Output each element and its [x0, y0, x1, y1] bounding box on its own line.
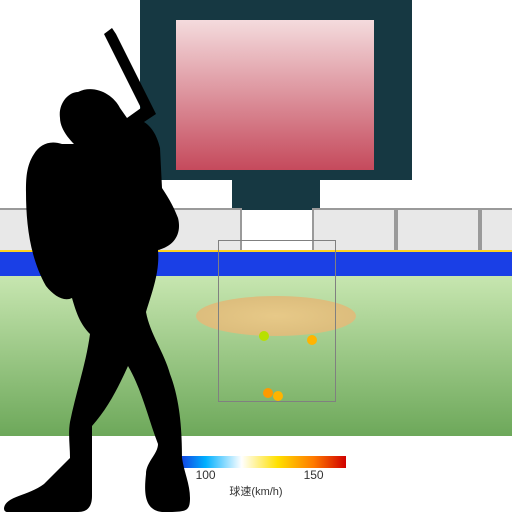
stand-section: [396, 208, 480, 254]
chalk-line: [378, 436, 384, 512]
batter-silhouette: [0, 28, 230, 512]
pitch-marker: [307, 335, 317, 345]
pitch-marker: [273, 391, 283, 401]
pitch-marker: [259, 331, 269, 341]
pitch-location-chart: 100150 球速(km/h): [0, 0, 512, 512]
legend-tick: 150: [304, 468, 324, 482]
strike-zone: [218, 240, 336, 402]
stand-section: [480, 208, 512, 254]
pitch-marker: [263, 388, 273, 398]
chalk-line: [304, 436, 384, 442]
scoreboard-stem: [232, 180, 320, 210]
